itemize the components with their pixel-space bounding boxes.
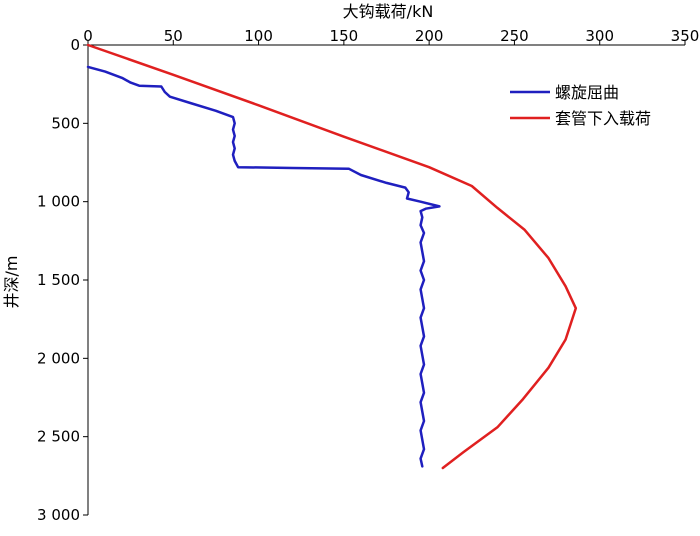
- axes-layer: 0 50 100 150 200 250 300 350 0 500 1 000 1 500 2 000…: [37, 27, 699, 524]
- x-axis-title: 大钩载荷/kN: [343, 2, 434, 21]
- series-line-2: [86, 43, 578, 470]
- y-axis-title: 井深/m: [2, 256, 21, 309]
- x-tick-label: 300: [585, 27, 614, 45]
- y-tick-label: 0: [70, 36, 80, 54]
- series-line-1: [86, 65, 441, 468]
- y-tick-label: 1 500: [37, 271, 80, 289]
- x-tick-label: 50: [164, 27, 183, 45]
- series-layer: [86, 43, 578, 470]
- y-tick-label: 500: [51, 114, 80, 132]
- y-tick-label: 3 000: [37, 506, 80, 524]
- x-tick-label: 200: [415, 27, 444, 45]
- x-tick-label: 250: [500, 27, 529, 45]
- y-tick-label: 2 500: [37, 428, 80, 446]
- legend-label-2: 套管下入载荷: [555, 109, 651, 128]
- x-tick-label: 150: [330, 27, 359, 45]
- x-tick-label: 350: [671, 27, 700, 45]
- x-tick-label: 100: [244, 27, 273, 45]
- y-tick-label: 1 000: [37, 193, 80, 211]
- x-tick-label: 0: [83, 27, 93, 45]
- y-tick-label: 2 000: [37, 349, 80, 367]
- legend-label-1: 螺旋屈曲: [555, 83, 619, 102]
